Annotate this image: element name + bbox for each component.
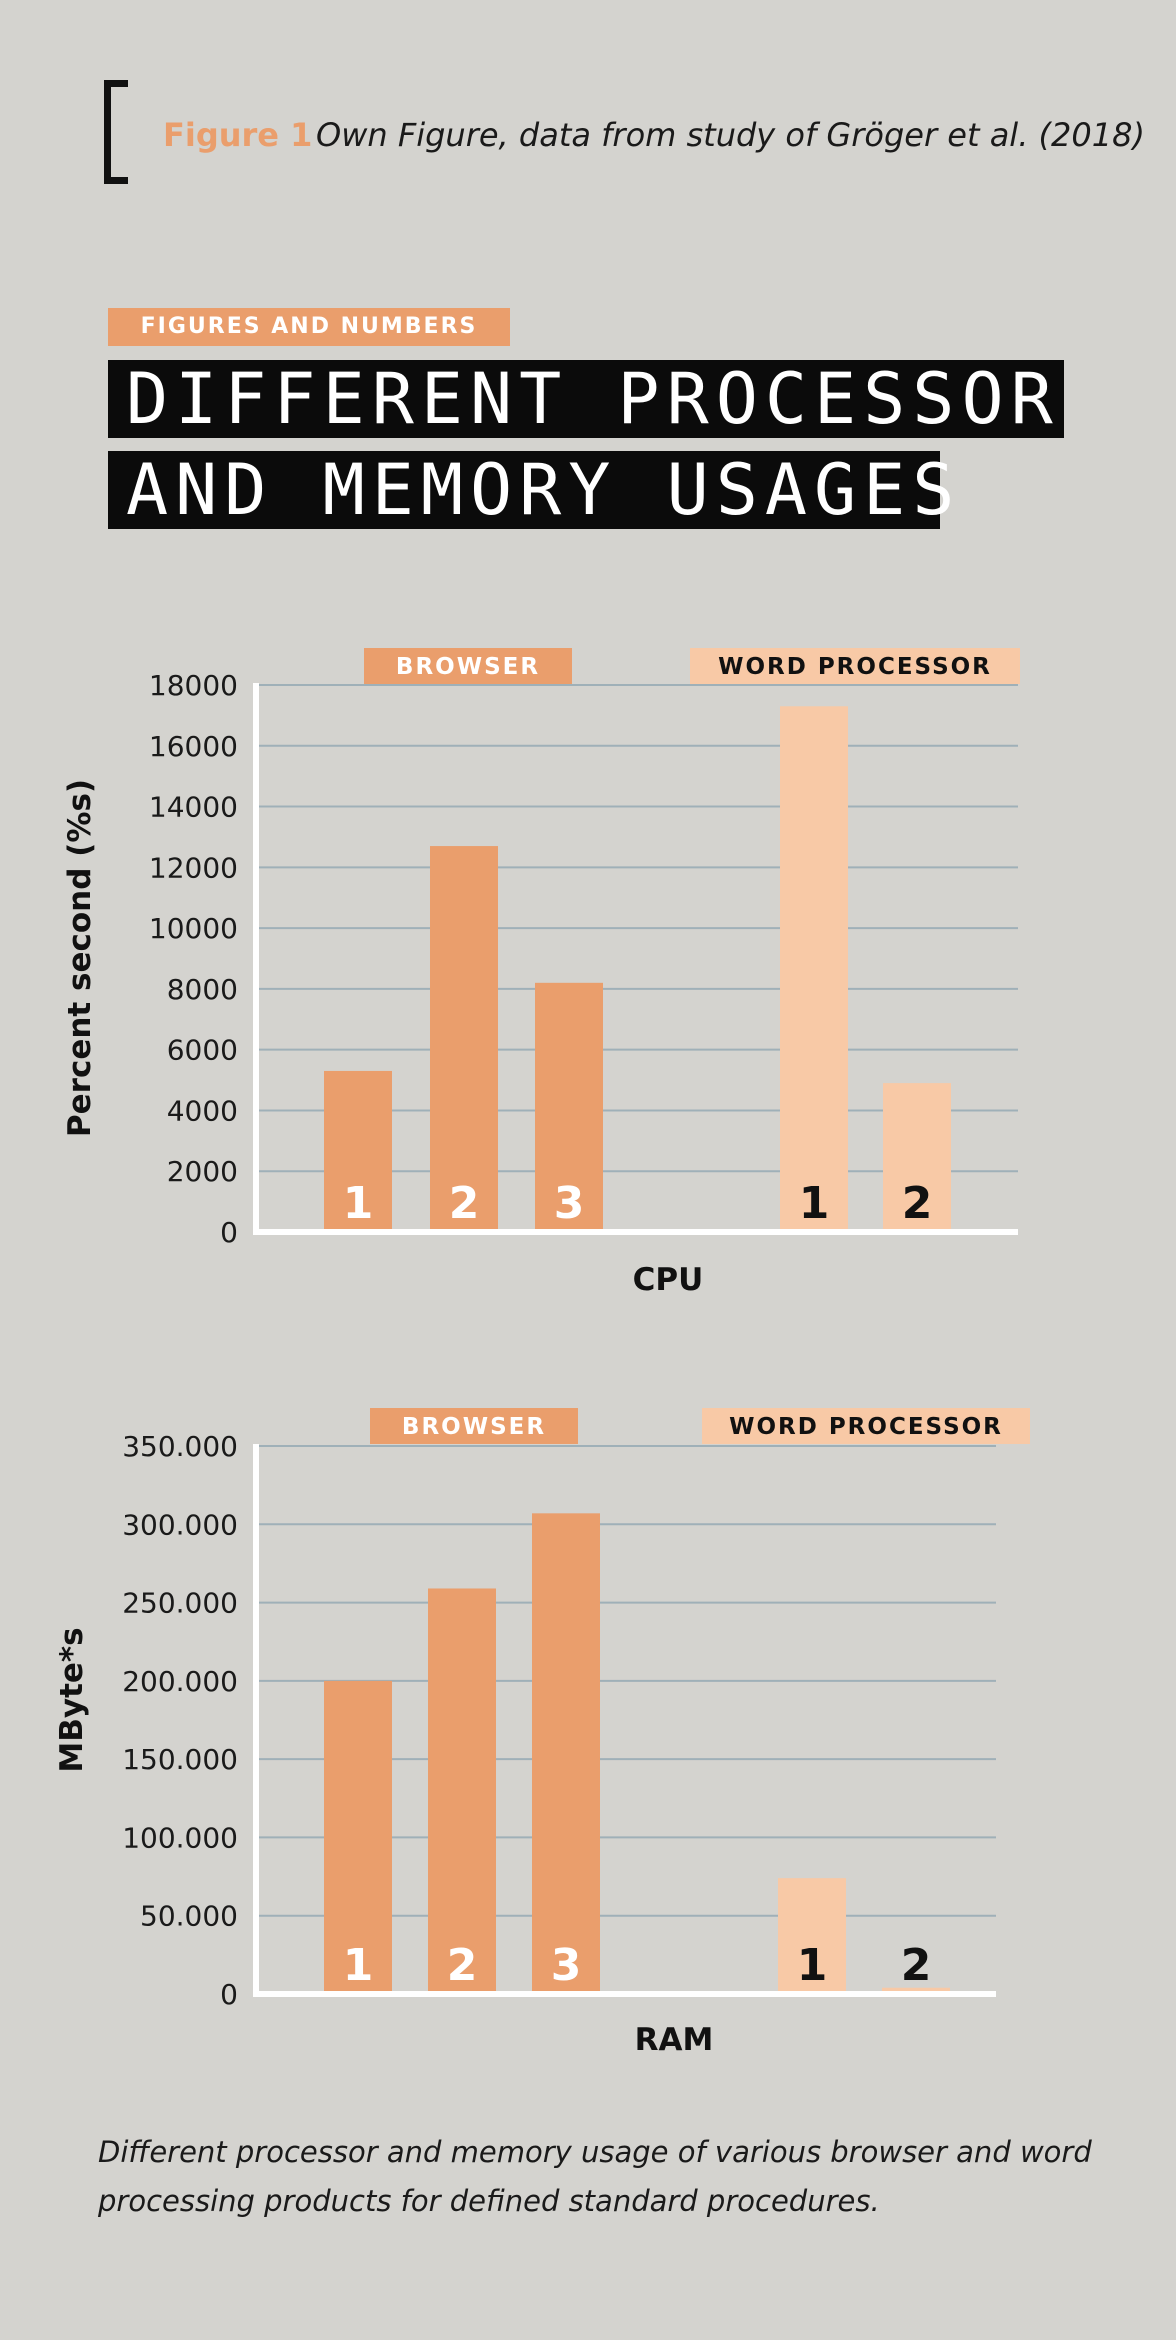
group-label: WORD PROCESSOR	[729, 1414, 1003, 1440]
y-axis-title: Percent second (%s)	[62, 779, 98, 1137]
y-tick-label: 12000	[149, 851, 238, 884]
group-label-box	[370, 1408, 578, 1444]
bar-category-label: 1	[343, 1940, 374, 1991]
bar-category-label: 1	[797, 1940, 828, 1991]
y-tick-label: 200.000	[122, 1665, 238, 1698]
y-tick-label: 4000	[167, 1094, 238, 1127]
bar-category-label: 3	[554, 1178, 585, 1229]
group-label-box	[364, 648, 572, 684]
bar-category-label: 2	[447, 1940, 478, 1991]
bar-browser-1	[324, 1680, 392, 1994]
y-tick-label: 50.000	[140, 1900, 238, 1933]
figure-caption: Different processor and memory usage of …	[98, 2135, 1092, 2218]
y-tick-label: 100.000	[122, 1821, 238, 1854]
bar-browser-3	[535, 982, 603, 1232]
bracket-icon	[104, 80, 128, 184]
bar-category-label: 3	[551, 1940, 582, 1991]
y-tick-label: 250.000	[122, 1587, 238, 1620]
group-label: WORD PROCESSOR	[718, 654, 992, 680]
figure-label: Figure 1	[163, 116, 313, 154]
bar-word-processor-1	[780, 706, 848, 1232]
bar-browser-2	[428, 1588, 496, 1994]
group-label: BROWSER	[402, 1414, 546, 1440]
bar-category-label: 2	[901, 1940, 932, 1991]
x-axis-title: CPU	[633, 1262, 704, 1298]
y-tick-label: 0	[220, 1216, 238, 1249]
section-tag: FIGURES AND NUMBERS	[108, 308, 510, 346]
y-tick-label: 300.000	[122, 1508, 238, 1541]
x-axis-title: RAM	[635, 2022, 714, 2058]
bar-word-processor-1	[778, 1878, 846, 1994]
y-tick-label: 10000	[149, 912, 238, 945]
y-tick-label: 16000	[149, 730, 238, 763]
bar-category-label: 2	[449, 1178, 480, 1229]
title-line-1: DIFFERENT PROCESSOR	[108, 360, 1064, 438]
bar-category-label: 1	[343, 1178, 374, 1229]
y-tick-label: 2000	[167, 1155, 238, 1188]
y-tick-label: 18000	[149, 669, 238, 702]
group-label: BROWSER	[396, 654, 540, 680]
bar-category-label: 1	[799, 1178, 830, 1229]
y-axis-title: MByte*s	[54, 1627, 90, 1772]
title-line-2: AND MEMORY USAGES	[108, 451, 954, 529]
bar-category-label: 2	[902, 1178, 933, 1229]
y-tick-label: 8000	[167, 973, 238, 1006]
bar-word-processor-2	[883, 1083, 951, 1232]
y-tick-label: 14000	[149, 791, 238, 824]
group-label-box	[690, 648, 1020, 684]
bar-browser-2	[430, 846, 498, 1232]
figure-source: Own Figure, data from study of Gröger et…	[316, 116, 1145, 154]
group-label-box	[702, 1408, 1030, 1444]
bar-browser-3	[532, 1513, 600, 1994]
bar-word-processor-2	[882, 1987, 950, 1994]
y-tick-label: 6000	[167, 1034, 238, 1067]
y-tick-label: 150.000	[122, 1743, 238, 1776]
y-tick-label: 350.000	[122, 1430, 238, 1463]
y-tick-label: 0	[220, 1978, 238, 2011]
bar-browser-1	[324, 1070, 392, 1232]
